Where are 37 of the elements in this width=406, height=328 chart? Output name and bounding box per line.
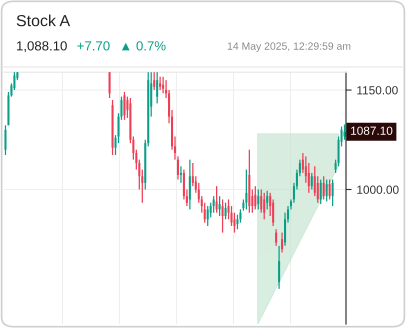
candlestick (328, 178, 331, 200)
candlestick (224, 202, 227, 220)
candlestick (343, 124, 346, 140)
candlestick (123, 91, 126, 121)
y-tick-label: 1000.00 (357, 186, 399, 194)
text: +7.70 (77, 41, 110, 51)
candlestick (326, 178, 328, 202)
candlestick (281, 232, 284, 254)
candlestick (278, 245, 280, 290)
candlestick (212, 196, 215, 214)
candlestick (263, 192, 266, 220)
candlestick (218, 196, 221, 217)
candlestick (188, 159, 191, 210)
candlestick (222, 198, 224, 234)
text: 1087.10 (351, 126, 392, 135)
candlestick (108, 72, 111, 99)
text: 1,088.10 (17, 41, 67, 52)
candlestick (332, 178, 334, 207)
candlestick (266, 190, 268, 210)
text: 14 May 2025, 12:29:59 am (228, 42, 350, 52)
candlestick (310, 172, 313, 190)
candlestick (322, 176, 325, 200)
candlestick (257, 188, 260, 210)
candlestick (275, 228, 278, 246)
candlestick (153, 72, 156, 91)
candlestick (206, 205, 209, 227)
candlestick (245, 168, 248, 210)
text: ▲ 0.7% (122, 41, 166, 51)
candlestick (216, 186, 218, 214)
chart-title: Stock A (16, 14, 70, 26)
candlestick (4, 124, 7, 156)
candlestick (156, 72, 158, 104)
candlestick (180, 166, 182, 184)
y-tick-label: 1150.00 (357, 86, 398, 94)
candlestick (320, 178, 322, 205)
candlestick (176, 156, 180, 180)
candlestick (254, 186, 256, 210)
